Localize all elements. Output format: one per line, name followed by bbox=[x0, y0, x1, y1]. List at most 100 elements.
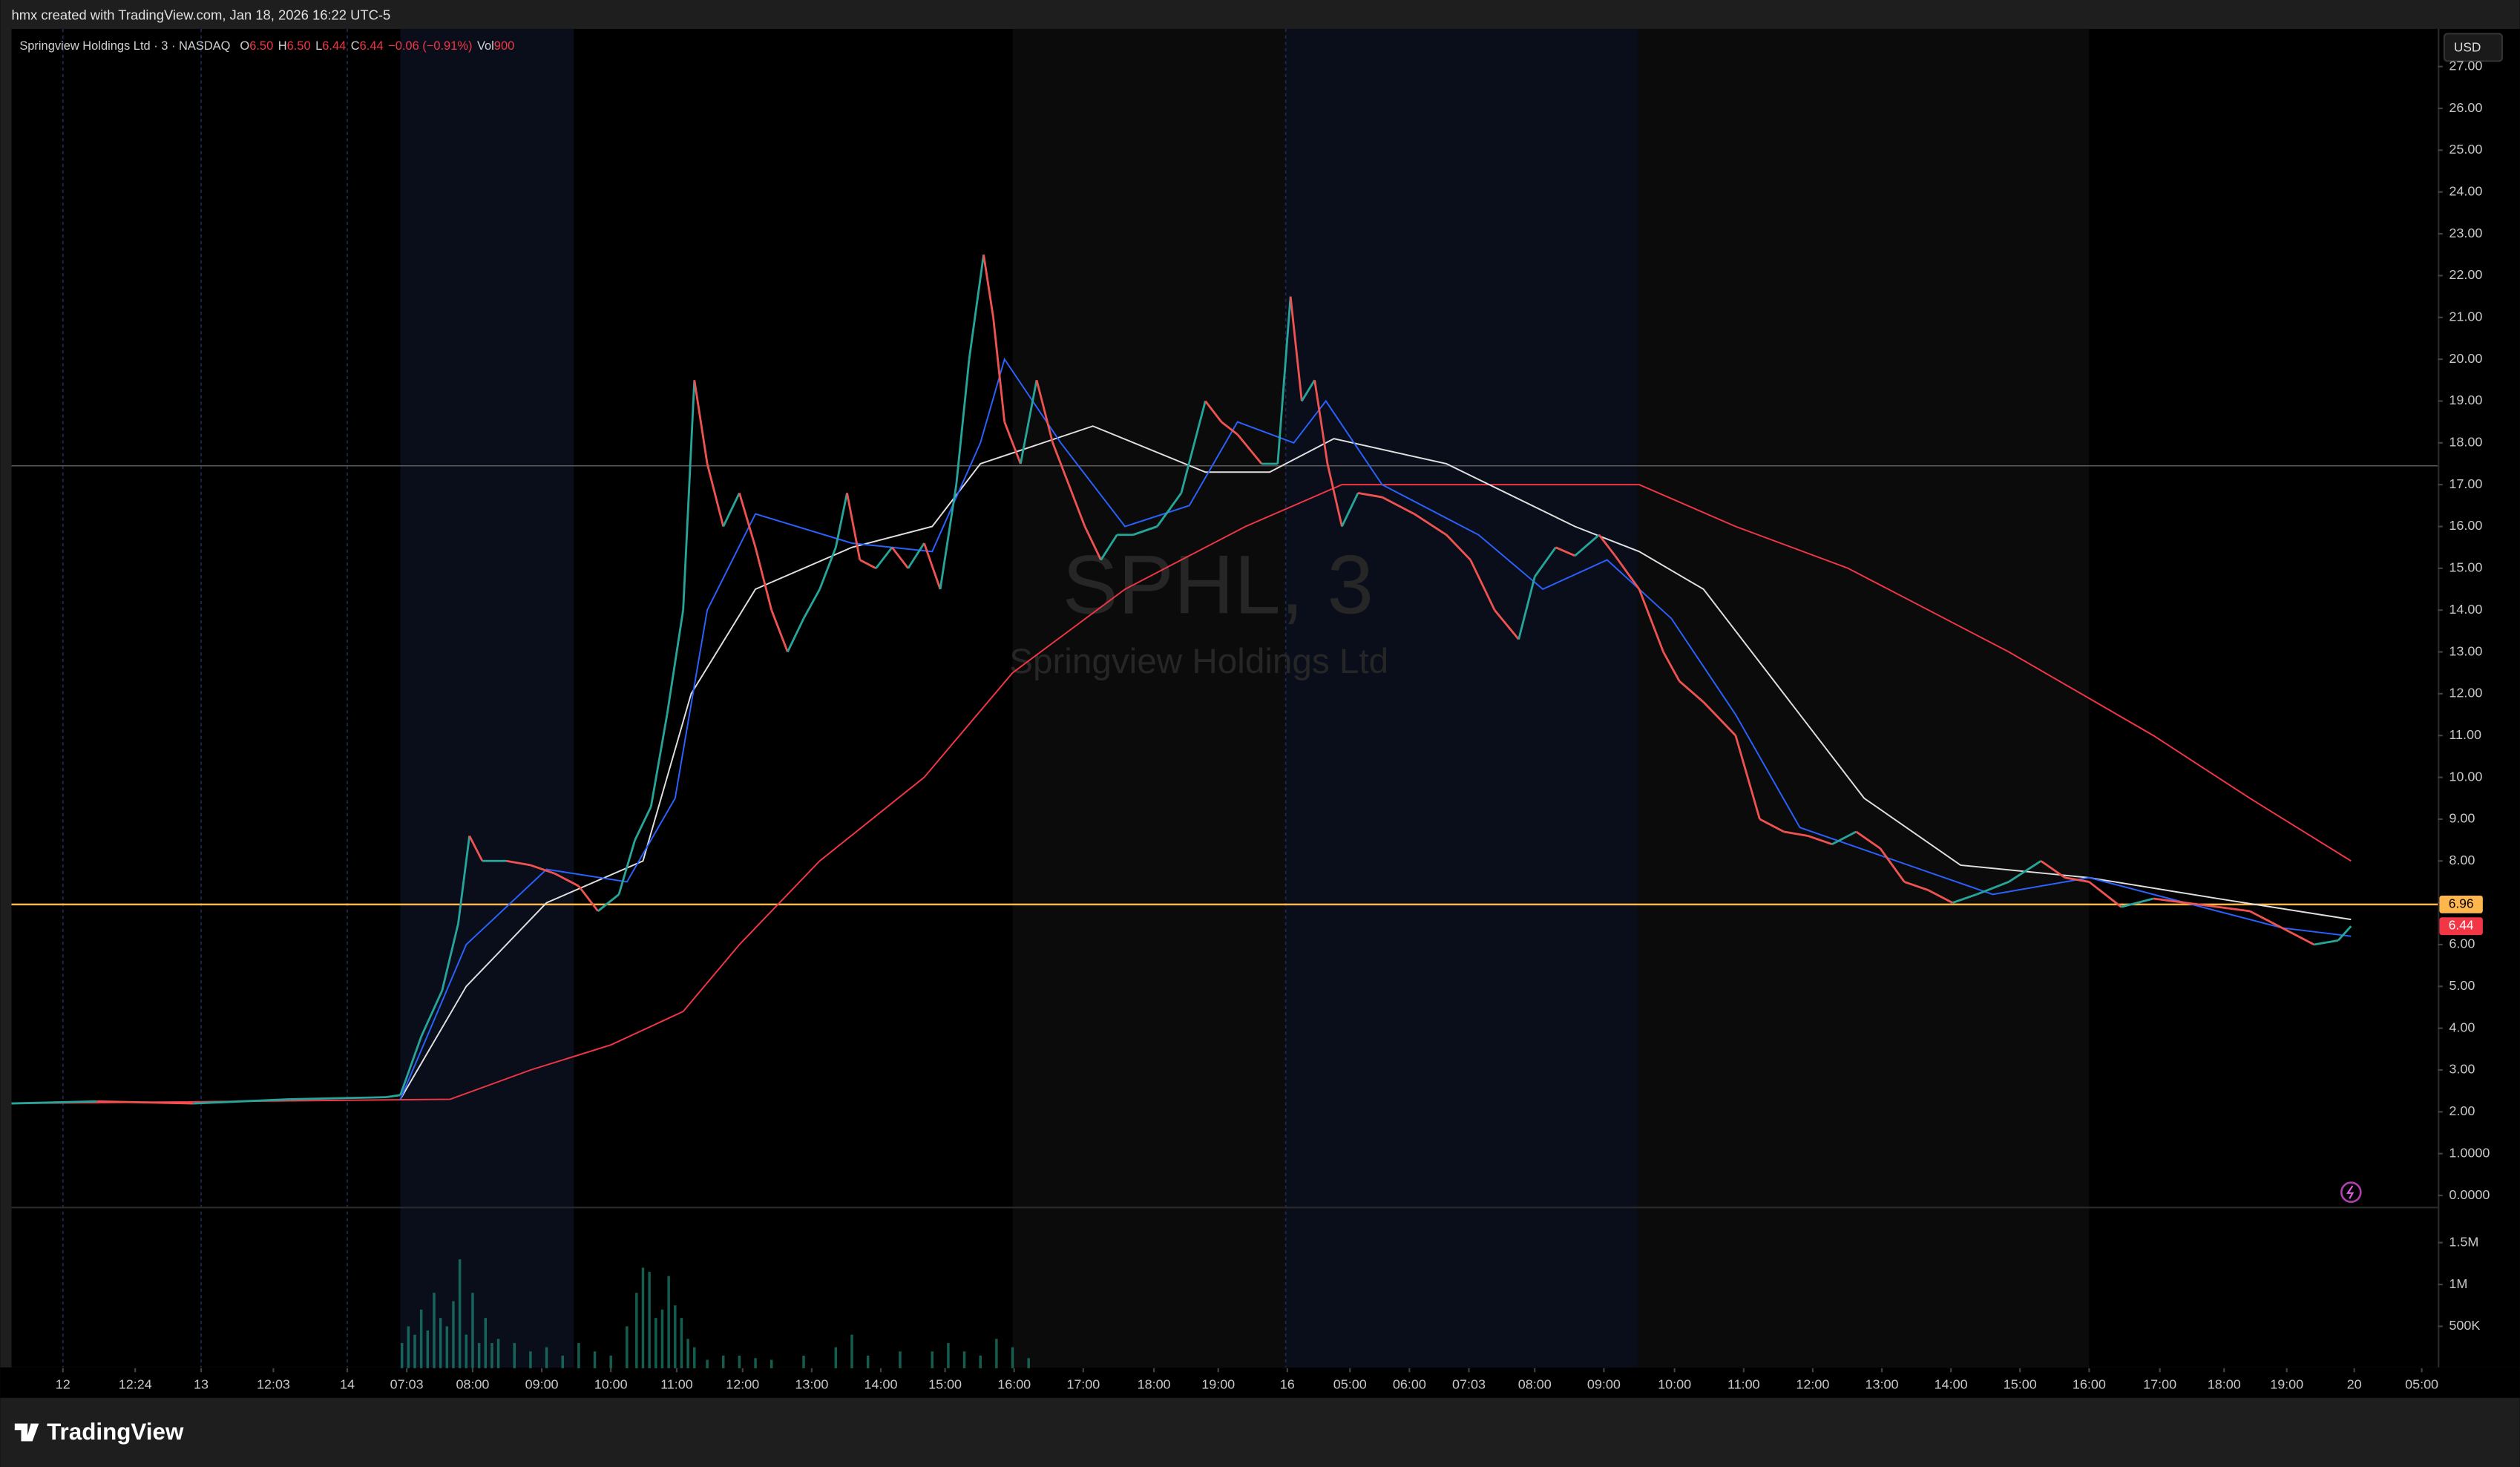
x-tick-label: 12:00 bbox=[726, 1376, 759, 1391]
x-tick-label: 18:00 bbox=[1138, 1376, 1171, 1391]
volume-bar bbox=[660, 1309, 664, 1368]
volume-bar bbox=[834, 1347, 838, 1368]
price-axis bbox=[2439, 28, 2520, 1368]
x-tick-label: 16 bbox=[1280, 1376, 1295, 1391]
price-move bbox=[2064, 876, 2090, 883]
price-move bbox=[577, 885, 599, 912]
price-move bbox=[1598, 534, 1616, 557]
price-move bbox=[1679, 680, 1704, 703]
volume-bar bbox=[641, 1267, 645, 1368]
price-move bbox=[693, 380, 709, 465]
volume-bar bbox=[426, 1330, 430, 1368]
volume-bar bbox=[513, 1342, 516, 1368]
y-tick-label: 10.00 bbox=[2449, 769, 2482, 784]
volume-bar bbox=[477, 1342, 481, 1368]
volume-bar bbox=[529, 1351, 532, 1368]
currency[interactable]: USD bbox=[2454, 40, 2481, 55]
x-tick-label: 07:03 bbox=[390, 1376, 424, 1391]
price-move bbox=[1517, 576, 1536, 640]
volume-bar bbox=[654, 1318, 657, 1368]
price-move bbox=[1204, 400, 1223, 423]
price-move bbox=[1313, 380, 1329, 465]
y-tick-label: 3.00 bbox=[2449, 1062, 2475, 1077]
price-move bbox=[787, 617, 805, 653]
price-move bbox=[2249, 910, 2283, 929]
volume-bar bbox=[471, 1293, 474, 1368]
volume-bar bbox=[693, 1347, 696, 1368]
price-move bbox=[1276, 296, 1292, 465]
legend-key: O bbox=[240, 39, 249, 53]
currency-box[interactable] bbox=[2443, 33, 2503, 62]
price-move bbox=[96, 1100, 194, 1105]
x-tick-label: 20 bbox=[2347, 1376, 2362, 1391]
x-tick-label: 05:00 bbox=[2405, 1376, 2438, 1391]
volume-bar bbox=[648, 1272, 651, 1368]
price-move bbox=[923, 542, 942, 590]
moving-average bbox=[11, 484, 2352, 1105]
price-move bbox=[2281, 927, 2315, 946]
y-tick-label: 18.00 bbox=[2449, 435, 2482, 450]
price-move bbox=[1534, 546, 1557, 577]
volume-bar bbox=[484, 1318, 488, 1368]
volume-bar bbox=[866, 1355, 870, 1368]
price-move bbox=[634, 806, 652, 841]
price-move bbox=[666, 609, 685, 715]
x-tick-label: 11:00 bbox=[1727, 1376, 1760, 1391]
x-tick-label: 07:03 bbox=[1452, 1376, 1486, 1391]
y-tick-label: 22.00 bbox=[2449, 267, 2482, 282]
price-move bbox=[1976, 881, 2009, 896]
session-separators bbox=[62, 28, 1287, 1368]
volume-bar bbox=[577, 1342, 580, 1368]
price-label: 6.96 bbox=[2449, 896, 2474, 910]
volume-bar bbox=[561, 1355, 564, 1368]
y-tick-label: 1.0000 bbox=[2449, 1145, 2490, 1160]
plot bbox=[11, 65, 2443, 1368]
x-tick-label: 09:00 bbox=[1587, 1376, 1621, 1391]
price-move bbox=[554, 872, 580, 887]
price-move bbox=[1019, 380, 1038, 465]
x-tick-label: 13:00 bbox=[795, 1376, 828, 1391]
y-tick-label: 11.00 bbox=[2449, 727, 2481, 742]
price-move bbox=[1035, 379, 1054, 444]
last-price-box bbox=[2439, 917, 2483, 936]
price-move bbox=[1446, 534, 1471, 561]
legend-vol-key: Vol bbox=[477, 39, 494, 53]
price-move bbox=[289, 1096, 387, 1100]
price-move bbox=[1783, 830, 1808, 837]
volume-bar bbox=[609, 1355, 612, 1368]
moving-average bbox=[399, 357, 2352, 1100]
price-move bbox=[2337, 925, 2352, 942]
price-move bbox=[385, 1094, 401, 1099]
price-move bbox=[891, 546, 909, 569]
y-tick-label: 6.00 bbox=[2449, 936, 2475, 951]
price-move bbox=[1638, 588, 1664, 653]
y-tick-label: 14.00 bbox=[2449, 602, 2482, 617]
volume-bar bbox=[899, 1351, 902, 1368]
volume-bar bbox=[458, 1259, 462, 1368]
price-move bbox=[1180, 401, 1207, 493]
legend-key: H bbox=[278, 39, 287, 53]
volume-bar bbox=[722, 1355, 725, 1368]
price-move bbox=[754, 547, 773, 611]
price-move bbox=[1068, 484, 1086, 528]
volume-bar bbox=[706, 1359, 709, 1368]
x-tick-label: 08:00 bbox=[1518, 1376, 1552, 1391]
price-move bbox=[1928, 889, 1953, 904]
x-tick-label: 18:00 bbox=[2208, 1376, 2241, 1391]
moving-average bbox=[399, 425, 2352, 1100]
legend-value: 6.44 bbox=[360, 39, 384, 53]
legend-value: 6.44 bbox=[322, 39, 346, 53]
alert-icon[interactable] bbox=[2340, 1181, 2362, 1204]
volume-bar bbox=[802, 1355, 805, 1368]
volume-bar bbox=[490, 1342, 493, 1368]
volume-bar bbox=[680, 1318, 683, 1368]
price-move bbox=[834, 493, 848, 548]
price-move bbox=[875, 546, 893, 569]
volume-bar bbox=[1011, 1347, 1014, 1368]
volume-bar bbox=[419, 1309, 423, 1368]
volume-bar bbox=[931, 1351, 933, 1368]
price-move bbox=[2040, 860, 2066, 879]
session-shade bbox=[1285, 28, 1638, 1368]
y-tick-label: 24.00 bbox=[2449, 183, 2482, 198]
